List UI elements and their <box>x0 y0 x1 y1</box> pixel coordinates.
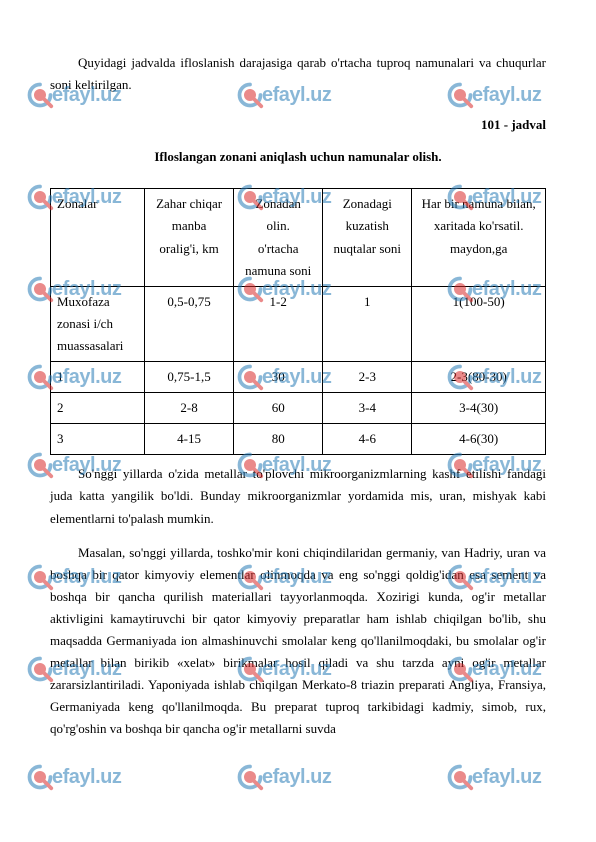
cell: 60 <box>234 393 323 424</box>
header-zahar: Zahar chiqar manba oralig'i, km <box>145 189 234 286</box>
header-zonadagi: Zonadagi kuzatish nuqtalar soni <box>323 189 412 286</box>
after-table-paragraph: So'nggi yillarda o'zida metallar to'plov… <box>50 463 546 529</box>
data-table: Zonalar Zahar chiqar manba oralig'i, km … <box>50 188 546 455</box>
cell: 3 <box>51 424 145 455</box>
cell: 2 <box>51 393 145 424</box>
table-row: 2 2-8 60 3-4 3-4(30) <box>51 393 546 424</box>
watermark-icon: efayl.uz <box>445 760 541 794</box>
cell: 2-8 <box>145 393 234 424</box>
cell: 4-6 <box>323 424 412 455</box>
table-row: 1 0,75-1,5 30 2-3 2-3(80-30) <box>51 362 546 393</box>
table-number: 101 - jadval <box>50 114 546 136</box>
cell: 1 <box>323 286 412 361</box>
table-header-row: Zonalar Zahar chiqar manba oralig'i, km … <box>51 189 546 286</box>
table-title: Ifloslangan zonani aniqlash uchun namuna… <box>50 146 546 168</box>
watermark-icon: efayl.uz <box>25 760 121 794</box>
cell: Muxofaza zonasi i/ch muassasalari <box>51 286 145 361</box>
cell: 4-15 <box>145 424 234 455</box>
cell: 1-2 <box>234 286 323 361</box>
cell: 1(100-50) <box>412 286 546 361</box>
cell: 4-6(30) <box>412 424 546 455</box>
header-zonadan: Zonadan olin. o'rtacha namuna soni <box>234 189 323 286</box>
cell: 0,75-1,5 <box>145 362 234 393</box>
cell: 30 <box>234 362 323 393</box>
body-paragraph: Masalan, so'nggi yillarda, toshko'mir ko… <box>50 542 546 741</box>
cell: 3-4(30) <box>412 393 546 424</box>
cell: 1 <box>51 362 145 393</box>
watermark-icon: efayl.uz <box>235 760 331 794</box>
cell: 2-3(80-30) <box>412 362 546 393</box>
intro-paragraph: Quyidagi jadvalda ifloslanish darajasiga… <box>50 52 546 96</box>
table-row: Muxofaza zonasi i/ch muassasalari 0,5-0,… <box>51 286 546 361</box>
header-harbir: Har bir namuna bilan, xaritada ko'rsatil… <box>412 189 546 286</box>
header-zonalar: Zonalar <box>51 189 145 286</box>
cell: 80 <box>234 424 323 455</box>
table-row: 3 4-15 80 4-6 4-6(30) <box>51 424 546 455</box>
cell: 3-4 <box>323 393 412 424</box>
cell: 2-3 <box>323 362 412 393</box>
cell: 0,5-0,75 <box>145 286 234 361</box>
